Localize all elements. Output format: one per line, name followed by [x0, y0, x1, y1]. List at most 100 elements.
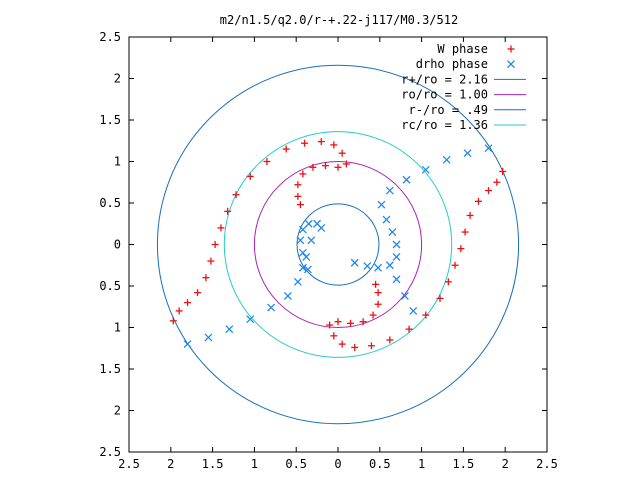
x-tick-label-8: 1.5 [453, 457, 475, 471]
circle-group [156, 64, 520, 425]
point-s1-13 [317, 223, 326, 232]
point-s0-29 [466, 211, 474, 219]
y-tick-label-7: 1 [114, 321, 121, 335]
point-s1-19 [442, 155, 451, 164]
point-s1-0 [183, 340, 192, 349]
legend-label-3: ro/ro = 1.00 [401, 88, 488, 102]
point-s0-42 [326, 321, 334, 329]
y-tick-label-0: 2.5 [99, 30, 121, 44]
legend-label-4: r-/ro = .49 [409, 103, 488, 117]
point-s1-14 [307, 236, 316, 245]
x-tick-label-7: 1 [418, 457, 425, 471]
point-s0-35 [422, 311, 430, 319]
point-s0-36 [405, 325, 413, 333]
point-s0-25 [499, 167, 507, 175]
point-s0-16 [338, 149, 346, 157]
point-s0-17 [342, 160, 350, 168]
point-s0-48 [374, 289, 382, 297]
point-s0-47 [374, 300, 382, 308]
point-s1-17 [484, 144, 493, 153]
point-s1-3 [246, 315, 255, 324]
point-s1-9 [296, 236, 305, 245]
point-s0-18 [334, 163, 342, 171]
legend-label-1: drho phase [416, 57, 488, 71]
point-s1-5 [283, 292, 292, 300]
point-s0-30 [461, 228, 469, 236]
point-s0-4 [202, 274, 210, 282]
y-tick-label-6: 0.5 [99, 279, 121, 293]
point-s1-26 [392, 240, 401, 249]
point-s0-26 [493, 178, 501, 186]
point-s1-18 [463, 149, 472, 158]
point-s0-39 [351, 343, 359, 351]
x-tick-label-4: 0.5 [285, 457, 307, 471]
point-s0-13 [301, 139, 309, 147]
point-s1-25 [388, 228, 397, 237]
point-s0-7 [217, 224, 225, 232]
circle-1 [253, 161, 423, 328]
point-s0-5 [207, 257, 215, 265]
circle-3 [223, 131, 453, 358]
point-s0-15 [330, 141, 338, 149]
point-s0-40 [338, 340, 346, 348]
point-s0-20 [309, 163, 317, 171]
y-tick-label-5: 0 [114, 238, 121, 252]
point-s0-12 [282, 145, 290, 153]
point-s1-27 [392, 252, 401, 261]
point-s0-31 [457, 245, 465, 253]
point-s1-4 [267, 303, 276, 312]
point-s0-49 [372, 280, 380, 288]
point-s1-23 [377, 200, 386, 209]
legend-sample-0 [507, 45, 515, 53]
point-s0-10 [246, 172, 254, 180]
point-s1-2 [225, 325, 234, 334]
x-tick-label-1: 2 [167, 457, 174, 471]
point-s0-1 [175, 307, 183, 315]
point-s0-27 [484, 187, 492, 195]
point-s1-11 [304, 219, 313, 228]
point-s1-29 [374, 263, 383, 272]
legend-sample-1 [507, 60, 515, 69]
x-tick-label-5: 0 [334, 457, 341, 471]
legend-label-5: rc/ro = 1.36 [401, 118, 488, 132]
point-s1-16 [303, 265, 312, 274]
point-s0-8 [224, 207, 232, 215]
x-tick-label-6: 0.5 [369, 457, 391, 471]
point-s0-37 [386, 336, 394, 344]
point-s0-9 [232, 191, 240, 199]
point-s1-32 [392, 275, 401, 284]
points-group [169, 138, 507, 351]
point-s0-41 [330, 332, 338, 340]
x-tick-label-3: 1 [251, 457, 258, 471]
point-s1-31 [350, 258, 359, 267]
x-tick-label-2: 1.5 [202, 457, 224, 471]
point-s0-38 [367, 342, 375, 350]
point-s0-6 [211, 241, 219, 248]
point-s0-21 [299, 170, 307, 178]
point-s0-33 [444, 278, 452, 286]
point-s1-28 [385, 261, 394, 270]
point-s1-7 [298, 263, 307, 272]
point-s0-14 [317, 138, 325, 146]
point-s1-30 [363, 262, 372, 271]
point-s1-33 [400, 292, 409, 300]
point-s0-23 [294, 192, 302, 200]
chart-title: m2/n1.5/q2.0/r-+.22-j117/M0.3/512 [220, 13, 458, 27]
point-s1-34 [409, 306, 418, 315]
circle-2 [296, 203, 380, 286]
point-s0-24 [296, 201, 304, 209]
point-s1-15 [302, 252, 311, 261]
point-s1-22 [385, 186, 394, 195]
y-tick-label-10: 2.5 [99, 445, 121, 459]
y-tick-label-2: 1.5 [99, 113, 121, 127]
y-axis-ticks: 2.5 2 1.5 1 0.5 0 0.5 1 1.5 2 2.5 [99, 30, 547, 459]
point-s1-24 [382, 215, 391, 224]
point-s0-43 [334, 318, 342, 326]
point-s0-34 [436, 294, 444, 302]
point-s0-45 [359, 318, 367, 326]
point-s1-21 [402, 175, 411, 184]
point-s1-6 [293, 277, 302, 286]
point-s1-1 [204, 333, 213, 342]
y-tick-label-1: 2 [114, 72, 121, 86]
point-s0-2 [184, 299, 192, 307]
